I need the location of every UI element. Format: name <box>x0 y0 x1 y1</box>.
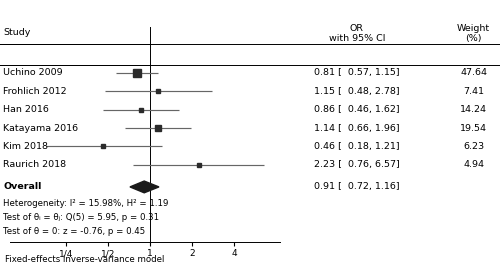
Text: 2.23 [  0.76, 6.57]: 2.23 [ 0.76, 6.57] <box>314 160 400 169</box>
Text: 0.46 [  0.18, 1.21]: 0.46 [ 0.18, 1.21] <box>314 142 400 151</box>
Text: Test of θᵢ = θⱼ: Q(5) = 5.95, p = 0.31: Test of θᵢ = θⱼ: Q(5) = 5.95, p = 0.31 <box>3 213 159 222</box>
Text: (%): (%) <box>466 34 482 43</box>
Text: Heterogeneity: I² = 15.98%, H² = 1.19: Heterogeneity: I² = 15.98%, H² = 1.19 <box>3 199 168 208</box>
Text: 0.86 [  0.46, 1.62]: 0.86 [ 0.46, 1.62] <box>314 105 400 114</box>
Text: 4.94: 4.94 <box>463 160 484 169</box>
Text: 47.64: 47.64 <box>460 68 487 77</box>
Text: 7.41: 7.41 <box>463 87 484 96</box>
Text: 1.15 [  0.48, 2.78]: 1.15 [ 0.48, 2.78] <box>314 87 400 96</box>
Text: Weight: Weight <box>457 24 490 33</box>
Text: 19.54: 19.54 <box>460 123 487 133</box>
Text: Katayama 2016: Katayama 2016 <box>3 123 78 133</box>
Text: 1.14 [  0.66, 1.96]: 1.14 [ 0.66, 1.96] <box>314 123 400 133</box>
Text: with 95% CI: with 95% CI <box>329 34 385 43</box>
Text: OR: OR <box>350 24 364 33</box>
Text: Frohlich 2012: Frohlich 2012 <box>3 87 66 96</box>
Text: Test of θ = 0: z = -0.76, p = 0.45: Test of θ = 0: z = -0.76, p = 0.45 <box>3 226 145 236</box>
Text: Overall: Overall <box>3 182 42 192</box>
Polygon shape <box>130 181 159 193</box>
Text: 14.24: 14.24 <box>460 105 487 114</box>
Text: Han 2016: Han 2016 <box>3 105 49 114</box>
Text: Study: Study <box>3 28 30 37</box>
Text: Raurich 2018: Raurich 2018 <box>3 160 66 169</box>
Text: Uchino 2009: Uchino 2009 <box>3 68 62 77</box>
Text: Fixed-effects inverse-variance model: Fixed-effects inverse-variance model <box>5 255 164 264</box>
Text: 0.91 [  0.72, 1.16]: 0.91 [ 0.72, 1.16] <box>314 182 400 192</box>
Text: 6.23: 6.23 <box>463 142 484 151</box>
Text: 0.81 [  0.57, 1.15]: 0.81 [ 0.57, 1.15] <box>314 68 400 77</box>
Text: Kim 2018: Kim 2018 <box>3 142 48 151</box>
